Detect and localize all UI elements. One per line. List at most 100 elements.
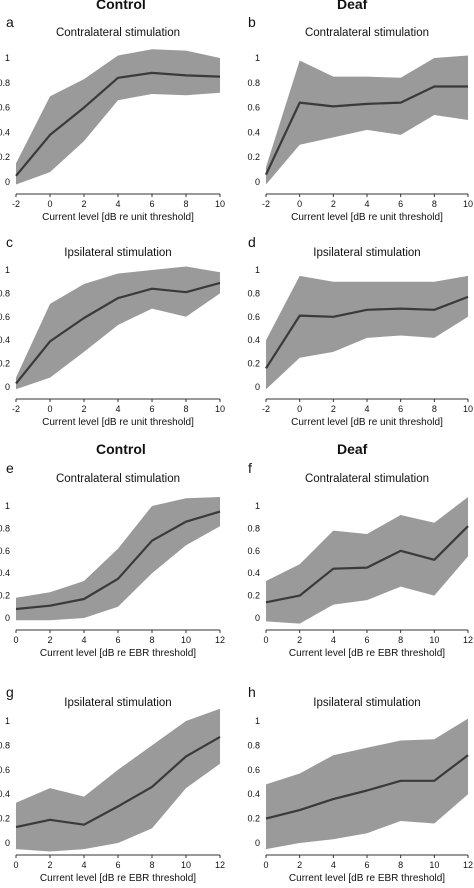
y-tick-label: 0 (5, 613, 10, 623)
y-tick-label: 0 (255, 177, 260, 187)
x-tick-label: 8 (149, 860, 154, 870)
x-tick-label: 0 (13, 860, 18, 870)
y-tick-label: 0.6 (0, 546, 10, 556)
y-tick-label: 1 (255, 265, 260, 275)
y-tick-label: 0.6 (0, 765, 10, 775)
x-tick-label: 10 (215, 199, 225, 209)
y-tick-label: 0.2 (0, 814, 10, 824)
x-tick-label: 8 (183, 404, 188, 414)
error-band (16, 497, 220, 620)
y-tick-label: 0.2 (0, 591, 10, 601)
x-tick-label: 8 (398, 860, 403, 870)
y-tick-label: 0.4 (247, 127, 260, 137)
chart-title: Contralateral stimulation (56, 27, 180, 39)
x-axis-label: Current level [dB re unit threshold] (291, 417, 443, 428)
panel-label-g: g (6, 684, 14, 700)
y-tick-label: 0.4 (0, 789, 10, 799)
x-tick-label: 10 (429, 635, 439, 645)
chart-title: Ipsilateral stimulation (64, 247, 171, 259)
y-tick-label: 0.8 (0, 740, 10, 750)
y-tick-label: 0.2 (247, 814, 260, 824)
panel-label-e: e (6, 460, 14, 476)
x-axis-label: Current level [dB re EBR threshold] (40, 873, 196, 883)
y-tick-label: 0.2 (247, 152, 260, 162)
panel-label-c: c (6, 234, 13, 250)
y-tick-label: 0.6 (0, 103, 10, 113)
y-tick-label: 0.8 (247, 78, 260, 88)
y-tick-label: 1 (255, 53, 260, 63)
y-tick-label: 0.6 (247, 312, 260, 322)
error-band (266, 56, 468, 185)
x-tick-label: 4 (81, 635, 86, 645)
y-tick-label: 0.6 (247, 765, 260, 775)
y-tick-label: 0.4 (0, 335, 10, 345)
header-control-top: Control (96, 0, 146, 12)
x-tick-label: 12 (215, 860, 225, 870)
x-tick-label: 6 (364, 860, 369, 870)
header-control-mid: Control (96, 441, 146, 457)
y-tick-label: 1 (5, 265, 10, 275)
y-tick-label: 1 (255, 716, 260, 726)
x-tick-label: 4 (364, 199, 369, 209)
header-deaf-top: Deaf (337, 0, 367, 12)
x-tick-label: 12 (215, 635, 225, 645)
x-axis-label: Current level [dB re EBR threshold] (40, 648, 196, 659)
x-axis-label: Current level [dB re unit threshold] (42, 417, 194, 428)
y-tick-label: 0.4 (247, 789, 260, 799)
x-tick-label: 2 (81, 404, 86, 414)
x-tick-label: 2 (47, 860, 52, 870)
x-tick-label: 4 (115, 199, 120, 209)
x-tick-label: 2 (297, 860, 302, 870)
y-tick-label: 1 (5, 716, 10, 726)
chart-title: Contralateral stimulation (305, 27, 429, 39)
y-tick-label: 0.4 (247, 568, 260, 578)
x-tick-label: 2 (331, 404, 336, 414)
chart-title: Ipsilateral stimulation (313, 247, 420, 259)
error-band (266, 497, 468, 624)
x-tick-label: 2 (331, 199, 336, 209)
x-tick-label: 12 (463, 635, 473, 645)
x-tick-label: -2 (262, 404, 270, 414)
x-tick-label: 8 (398, 635, 403, 645)
y-tick-label: 0.2 (247, 591, 260, 601)
y-tick-label: 0.8 (247, 740, 260, 750)
x-tick-label: 2 (81, 199, 86, 209)
x-tick-label: 10 (181, 860, 191, 870)
y-tick-label: 0.8 (0, 523, 10, 533)
panel-label-h: h (248, 684, 256, 700)
y-tick-label: 0 (255, 382, 260, 392)
chart-title: Ipsilateral stimulation (64, 697, 171, 709)
x-tick-label: 10 (463, 199, 473, 209)
y-tick-label: 0.4 (0, 127, 10, 137)
y-tick-label: 0.8 (247, 288, 260, 298)
y-tick-label: 0.4 (247, 335, 260, 345)
x-axis-label: Current level [dB re unit threshold] (291, 212, 443, 223)
x-tick-label: 0 (47, 404, 52, 414)
x-tick-label: 6 (115, 860, 120, 870)
x-tick-label: 8 (432, 199, 437, 209)
y-tick-label: 1 (255, 501, 260, 511)
x-tick-label: 0 (263, 860, 268, 870)
x-tick-label: 6 (149, 404, 154, 414)
x-tick-label: 6 (149, 199, 154, 209)
panel-label-d: d (248, 234, 256, 250)
x-tick-label: 6 (398, 404, 403, 414)
error-band (16, 709, 220, 852)
y-tick-label: 0 (5, 382, 10, 392)
y-tick-label: 0.6 (247, 546, 260, 556)
error-band (16, 267, 220, 390)
y-tick-label: 0.4 (0, 568, 10, 578)
y-tick-label: 0 (255, 613, 260, 623)
y-tick-label: 0.6 (0, 312, 10, 322)
x-tick-label: 4 (115, 404, 120, 414)
x-tick-label: -2 (262, 199, 270, 209)
x-tick-label: 6 (398, 199, 403, 209)
chart-title: Contralateral stimulation (305, 473, 429, 485)
x-tick-label: 0 (297, 404, 302, 414)
y-tick-label: 0.2 (0, 359, 10, 369)
